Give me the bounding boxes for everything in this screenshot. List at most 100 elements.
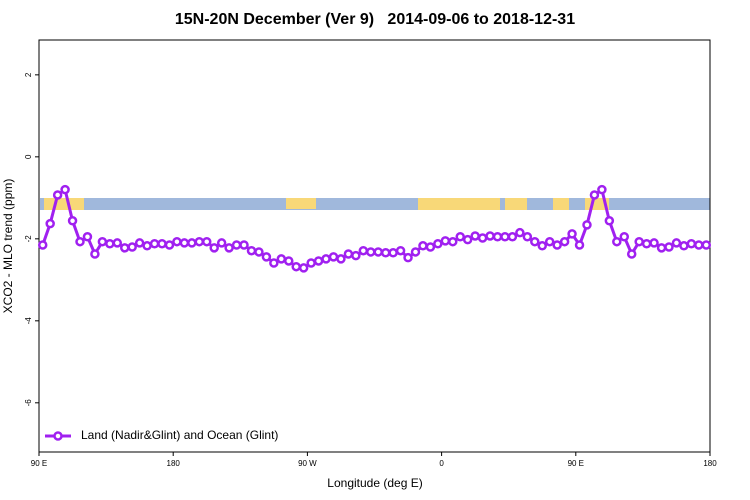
point [455,232,465,242]
x-tick-label: 90 E [31,459,47,468]
point [433,238,443,249]
point [507,232,518,242]
point [231,240,242,250]
legend-label: Land (Nadir&Glint) and Ocean (Glint) [81,428,278,442]
point [485,231,495,241]
x-tick-label: 90 E [568,459,584,468]
point [336,254,346,264]
point [328,252,339,262]
point [351,250,361,261]
point [500,232,510,242]
point [589,190,600,200]
point [45,218,55,229]
x-tick-label: 180 [703,459,717,468]
point [105,238,115,249]
point [157,238,167,249]
point [380,248,391,258]
point [641,238,652,249]
point [298,263,309,273]
point [127,242,137,252]
point [530,236,540,247]
point [216,238,227,248]
x-tick-label: 0 [439,459,444,468]
x-tick-label: 90 W [298,459,317,468]
point [515,227,525,238]
map-strip [40,198,710,210]
point [321,254,331,264]
point [239,240,249,250]
point [194,236,205,247]
point [552,240,562,250]
point [134,238,145,248]
point [462,234,473,245]
x-axis-label: Longitude (deg E) [327,476,422,490]
point [597,184,607,195]
point [246,245,257,256]
point [403,252,413,263]
point [425,242,436,252]
point [477,233,488,243]
point [686,238,697,249]
point [358,245,369,256]
point [440,236,451,246]
point [97,236,108,247]
y-tick-label: -2 [24,235,33,243]
point [52,190,63,200]
point [209,243,219,253]
y-tick-label: -4 [24,317,33,325]
point [619,232,630,242]
y-tick-label: 2 [24,72,33,77]
point [269,258,279,268]
point [373,247,383,257]
point [522,232,533,242]
point [179,238,190,248]
point [574,240,585,250]
point [694,240,704,250]
point [276,254,287,264]
point [612,236,622,247]
point [604,216,615,226]
point [187,238,197,248]
point [90,249,100,259]
point [291,261,301,272]
point [37,240,48,250]
point [366,247,376,257]
point [224,243,234,253]
point [75,236,85,247]
point [634,236,644,247]
point [679,241,689,251]
point [626,249,637,259]
point [395,245,406,256]
point [60,184,70,195]
point [261,252,272,262]
point [142,241,152,251]
point [172,236,182,247]
point [82,232,93,242]
point [343,249,354,259]
chart-title: 15N-20N December (Ver 9) 2014-09-06 to 2… [175,11,575,28]
point [664,242,674,252]
point [537,241,547,251]
point [649,238,659,248]
point [313,256,324,266]
point [306,258,316,268]
x-tick-label: 180 [167,459,181,468]
y-tick-label: 0 [24,154,33,159]
point [67,216,78,226]
point [418,241,428,251]
point [410,247,421,257]
point [284,256,294,266]
legend-marker [53,431,63,441]
point [149,238,160,249]
point [559,236,570,247]
point [119,243,130,253]
point [544,236,555,247]
point [164,240,175,250]
point [582,220,592,230]
point [388,248,398,258]
point [202,236,212,247]
y-axis-label: XCO2 - MLO trend (ppm) [1,179,15,314]
point [567,229,577,239]
point [656,243,667,253]
